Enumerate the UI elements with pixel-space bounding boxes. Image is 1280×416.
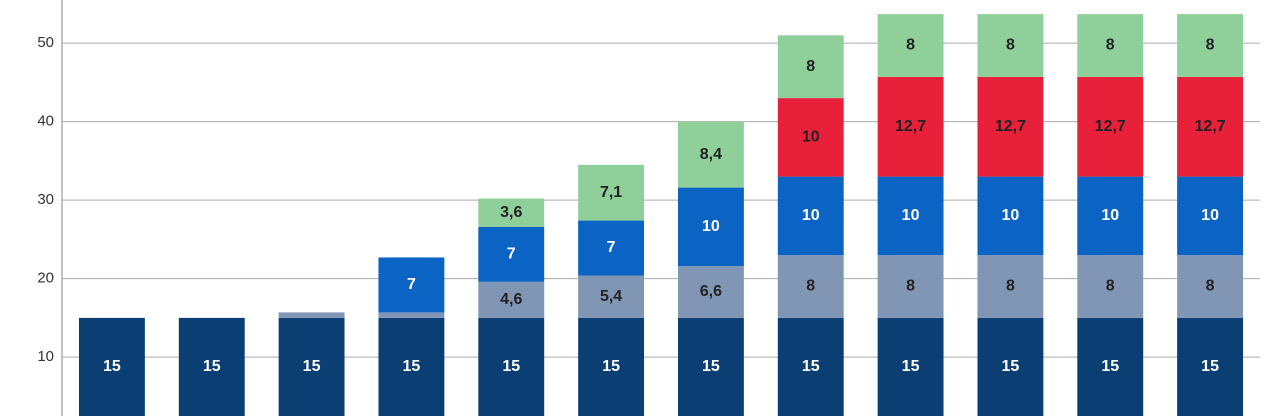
bar-segment bbox=[777, 317, 844, 416]
y-tick-label: 40 bbox=[37, 113, 54, 130]
bar-segment bbox=[1077, 255, 1144, 318]
bar-segment bbox=[578, 164, 645, 221]
bar-segment bbox=[1077, 317, 1144, 416]
data-label: 8 bbox=[806, 58, 815, 75]
data-label: 10 bbox=[1201, 207, 1219, 224]
bar-segment bbox=[1077, 76, 1144, 177]
bar-segment bbox=[478, 281, 545, 318]
bar-segment bbox=[677, 187, 744, 267]
bar-segment bbox=[378, 312, 445, 318]
data-label: 15 bbox=[1201, 358, 1219, 375]
y-tick-label: 30 bbox=[37, 191, 54, 208]
data-label: 15 bbox=[1101, 358, 1119, 375]
data-label: 15 bbox=[702, 358, 720, 375]
data-label: 12,7 bbox=[995, 118, 1026, 135]
data-label: 8 bbox=[1106, 278, 1115, 295]
bar-segment bbox=[78, 317, 145, 416]
bar-segment bbox=[278, 317, 345, 416]
data-label: 15 bbox=[802, 358, 820, 375]
bar-segment bbox=[877, 14, 944, 77]
y-tick-label: 20 bbox=[37, 270, 54, 287]
data-label: 12,7 bbox=[1095, 118, 1126, 135]
data-label: 15 bbox=[502, 358, 520, 375]
data-label: 10 bbox=[902, 207, 920, 224]
y-tick-label: 50 bbox=[37, 34, 54, 51]
bar-segment bbox=[578, 220, 645, 276]
bar-segment bbox=[977, 176, 1044, 256]
bar-segment bbox=[777, 35, 844, 99]
bar-segment bbox=[977, 317, 1044, 416]
data-label: 12,7 bbox=[895, 118, 926, 135]
data-label: 7 bbox=[507, 246, 516, 263]
data-label: 10 bbox=[1101, 207, 1119, 224]
bar-segment bbox=[578, 317, 645, 416]
bar-segment bbox=[877, 255, 944, 318]
data-label: 15 bbox=[602, 358, 620, 375]
data-label: 8 bbox=[806, 278, 815, 295]
data-label: 8 bbox=[1006, 37, 1015, 54]
data-label: 15 bbox=[403, 358, 421, 375]
data-label: 10 bbox=[802, 207, 820, 224]
data-label: 4,6 bbox=[500, 291, 522, 308]
data-label: 8 bbox=[1106, 37, 1115, 54]
bar-segment bbox=[1177, 14, 1244, 77]
data-label: 12,7 bbox=[1195, 118, 1226, 135]
data-label: 10 bbox=[702, 218, 720, 235]
bar-segment bbox=[378, 257, 445, 313]
data-label: 15 bbox=[902, 358, 920, 375]
data-label: 15 bbox=[203, 358, 221, 375]
bar-segment bbox=[677, 121, 744, 188]
data-label: 8 bbox=[906, 278, 915, 295]
bar-segment bbox=[1177, 176, 1244, 256]
bar-segment bbox=[677, 317, 744, 416]
bar-segment bbox=[478, 317, 545, 416]
bar-segment bbox=[278, 312, 345, 318]
data-label: 10 bbox=[1002, 207, 1020, 224]
bar-segment bbox=[1077, 14, 1144, 77]
bar-segment bbox=[777, 255, 844, 318]
data-label: 7 bbox=[607, 239, 616, 256]
bar-segment bbox=[877, 76, 944, 177]
data-label: 15 bbox=[303, 358, 321, 375]
data-label: 8 bbox=[1206, 278, 1215, 295]
data-label: 7 bbox=[407, 276, 416, 293]
bar-segment bbox=[478, 198, 545, 227]
bar-segment bbox=[877, 176, 944, 256]
data-label: 3,6 bbox=[500, 204, 522, 221]
bar-segment bbox=[977, 14, 1044, 77]
bar-segment bbox=[977, 255, 1044, 318]
bar-segment bbox=[1177, 76, 1244, 177]
data-label: 10 bbox=[802, 129, 820, 146]
data-label: 15 bbox=[1002, 358, 1020, 375]
bar-segment bbox=[578, 275, 645, 318]
data-label: 6,6 bbox=[700, 283, 722, 300]
data-label: 7,1 bbox=[600, 184, 622, 201]
data-label: 15 bbox=[103, 358, 121, 375]
bar-segment bbox=[877, 317, 944, 416]
data-label: 5,4 bbox=[600, 288, 622, 305]
data-label: 8 bbox=[1206, 37, 1215, 54]
bar-segment bbox=[178, 317, 245, 416]
bar-segment bbox=[777, 98, 844, 177]
data-label: 8,4 bbox=[700, 146, 722, 163]
y-tick-label: 10 bbox=[37, 348, 54, 365]
bar-segment bbox=[478, 226, 545, 282]
bar-segment bbox=[677, 266, 744, 318]
bar-segment bbox=[777, 176, 844, 256]
bar-segment bbox=[1177, 255, 1244, 318]
bar-segment bbox=[1077, 176, 1144, 256]
bar-segment bbox=[1177, 317, 1244, 416]
bar-segment bbox=[977, 76, 1044, 177]
bar-segment bbox=[378, 317, 445, 416]
data-label: 8 bbox=[1006, 278, 1015, 295]
data-label: 8 bbox=[906, 37, 915, 54]
